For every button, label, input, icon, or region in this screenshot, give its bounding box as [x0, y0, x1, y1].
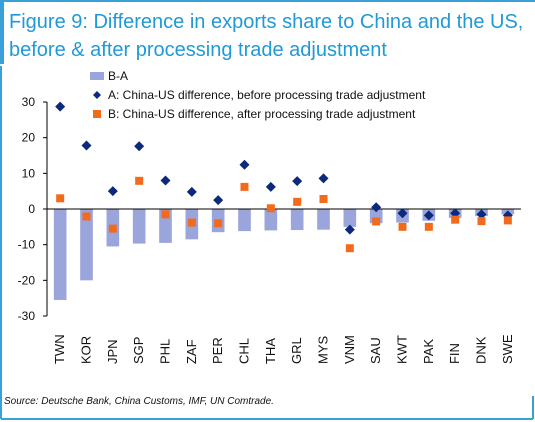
x-tick-label: VNM — [342, 335, 357, 364]
square-jpn — [108, 224, 117, 233]
square-chl — [240, 182, 249, 191]
diamond-pak — [423, 210, 434, 221]
legend: B-A A: China-US difference, before proces… — [90, 69, 426, 121]
x-tick-label: THA — [263, 338, 278, 364]
chart: 30 20 10 0 -10 -20 -30 TWN KOR JPN SGP PHL ZAF PER CH… — [18, 69, 521, 364]
x-tick-label: JPN — [105, 339, 120, 364]
diamond-tha — [265, 181, 276, 192]
diamond-sgp — [134, 141, 145, 152]
x-tick-label: FIN — [447, 343, 462, 364]
bars-layer — [53, 209, 515, 300]
source-note: Source: Deutsche Bank, China Customs, IM… — [4, 396, 274, 407]
legend-entry: B: China-US difference, after processing… — [108, 107, 416, 121]
diamond-jpn — [107, 186, 118, 197]
accent-bar — [0, 2, 4, 64]
square-phl — [161, 210, 170, 219]
bar-mys — [317, 209, 330, 230]
y-ticks: 30 20 10 0 -10 -20 -30 — [18, 95, 47, 323]
x-tick-label: PHL — [158, 339, 173, 364]
diamond-vnm — [344, 224, 355, 235]
legend-swatch-square — [93, 110, 101, 118]
square-vnm — [345, 244, 354, 253]
x-tick-label: PAK — [421, 339, 436, 364]
diamond-kor — [81, 140, 92, 151]
square-per — [214, 219, 223, 228]
y-tick-label: 20 — [22, 131, 36, 145]
diamond-phl — [160, 175, 171, 186]
bar-grl — [290, 209, 304, 231]
x-tick-label: PER — [210, 337, 225, 364]
diamond-per — [213, 195, 224, 206]
square-sgp — [135, 176, 144, 185]
y-tick-label: -10 — [18, 238, 36, 252]
square-fin — [451, 215, 460, 224]
square-mys — [319, 195, 328, 204]
x-tick-label: DNK — [474, 336, 489, 364]
diamond-mys — [318, 173, 329, 184]
square-dnk — [477, 217, 486, 226]
y-tick-label: -30 — [18, 309, 36, 323]
diamond-kwt — [397, 208, 408, 219]
x-tick-label: KWT — [395, 335, 410, 364]
chart-title: Figure 9: Difference in exports share to… — [9, 11, 524, 61]
diamond-dnk — [476, 209, 487, 220]
bar-vnm — [343, 209, 357, 227]
legend-entry: A: China-US difference, before processin… — [108, 88, 426, 102]
x-tick-label: SAU — [368, 337, 383, 364]
legend-swatch-bar — [90, 72, 104, 80]
y-tick-label: 0 — [28, 202, 35, 216]
x-tick-label: KOR — [79, 336, 94, 364]
y-tick-label: 30 — [22, 95, 36, 109]
bar-twn — [53, 209, 67, 300]
square-grl — [293, 197, 302, 206]
y-tick-label: 10 — [22, 166, 36, 180]
square-kor — [82, 212, 91, 221]
square-zaf — [187, 218, 196, 227]
square-pak — [424, 222, 433, 231]
x-tick-label: SGP — [131, 337, 146, 364]
y-tick-label: -20 — [18, 273, 36, 287]
x-tick-labels: TWN KOR JPN SGP PHL ZAF PER CHL THA GRL MYS VNM SAU K… — [52, 334, 515, 364]
x-tick-label: ZAF — [184, 339, 199, 364]
square-swe — [503, 216, 512, 225]
x-tick-label: MYS — [316, 336, 331, 365]
square-twn — [56, 194, 65, 203]
diamond-chl — [239, 159, 250, 170]
x-tick-label: SWE — [500, 334, 515, 364]
square-tha — [266, 204, 275, 213]
markers-layer — [55, 101, 513, 253]
bar-sgp — [132, 209, 146, 244]
square-sau — [372, 217, 381, 226]
bar-chl — [238, 209, 251, 232]
diamond-grl — [292, 176, 303, 187]
bar-tha — [264, 209, 278, 231]
diamond-twn — [55, 101, 66, 112]
diamond-sau — [371, 202, 382, 213]
legend-swatch-diamond — [93, 91, 101, 99]
bar-kor — [80, 209, 93, 281]
square-kwt — [398, 222, 407, 231]
x-tick-label: CHL — [237, 338, 252, 364]
x-tick-label: TWN — [52, 334, 67, 364]
figure-header: Figure 9: Difference in exports share to… — [0, 0, 535, 66]
diamond-zaf — [186, 186, 197, 197]
legend-entry: B-A — [108, 69, 128, 83]
x-tick-label: GRL — [289, 337, 304, 364]
